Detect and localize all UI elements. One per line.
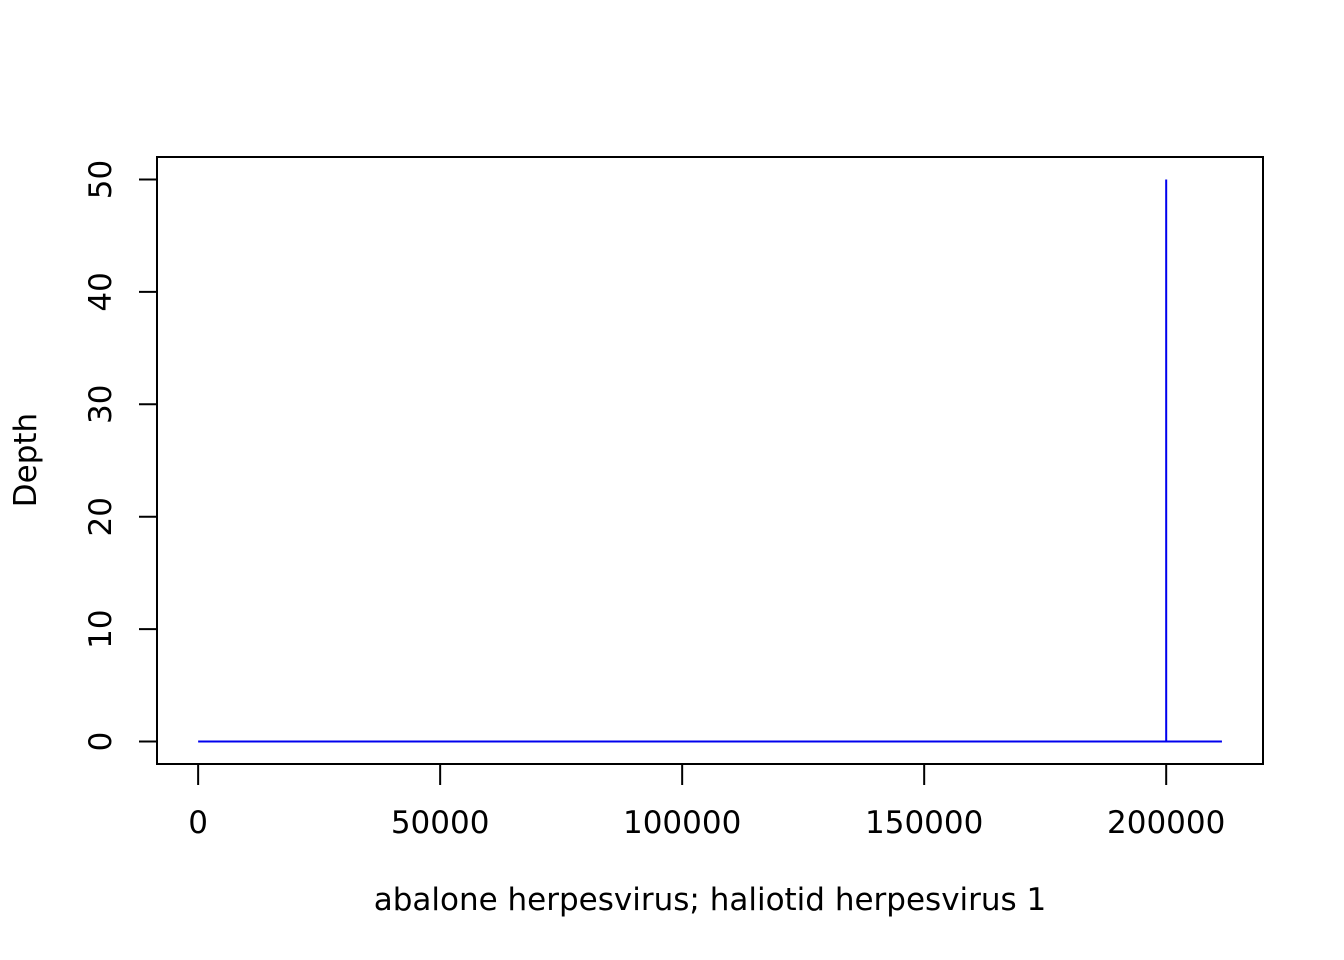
y-axis-title: Depth (8, 413, 44, 507)
y-tick-label: 20 (83, 497, 119, 536)
x-tick-label: 0 (188, 805, 208, 841)
x-tick-label: 100000 (623, 805, 741, 841)
depth-series-line (198, 179, 1222, 743)
y-axis: 0 10 20 30 40 50 (83, 160, 158, 752)
y-tick-label: 40 (83, 272, 119, 311)
y-tick-label: 10 (83, 609, 119, 648)
x-tick-label: 200000 (1107, 805, 1225, 841)
y-tick-label: 0 (83, 732, 119, 752)
plot-frame (156, 156, 1264, 765)
series-layer (198, 179, 1222, 743)
x-axis-title: abalone herpesvirus; haliotid herpesviru… (374, 882, 1047, 918)
x-tick-label: 150000 (865, 805, 983, 841)
y-tick-label: 50 (83, 160, 119, 199)
x-axis: 0 50000 100000 150000 200000 (188, 763, 1225, 841)
x-tick-label: 50000 (391, 805, 490, 841)
y-tick-label: 30 (83, 385, 119, 424)
